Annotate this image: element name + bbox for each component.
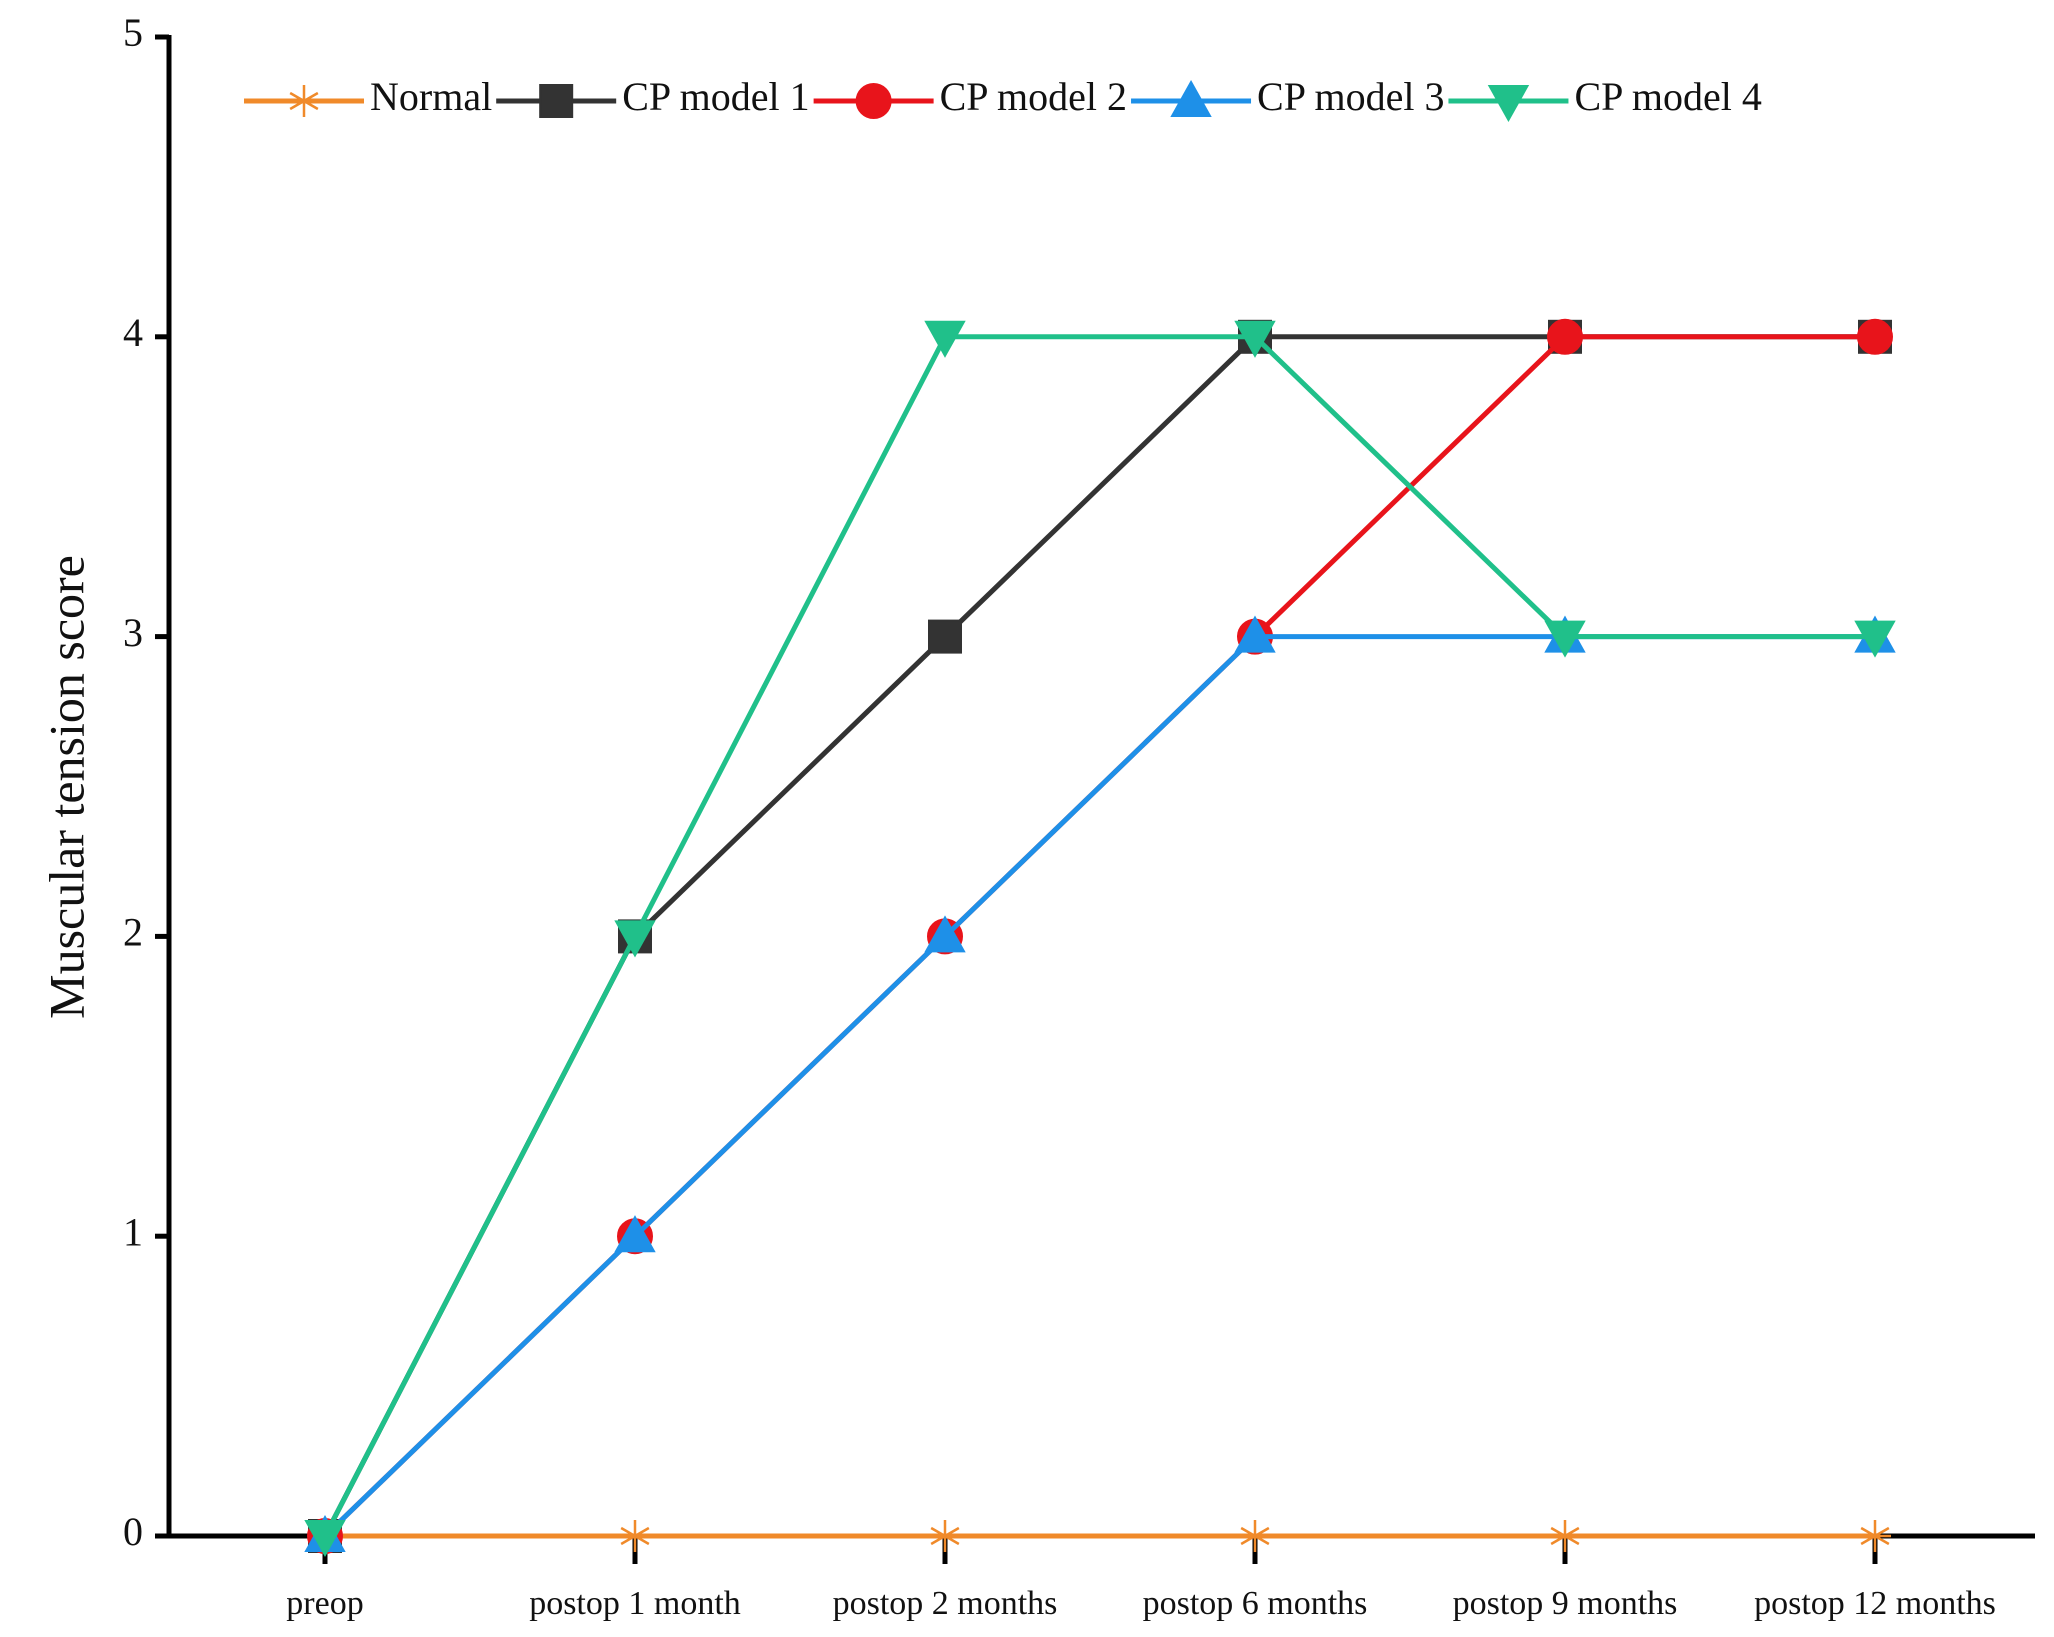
data-point <box>924 320 966 358</box>
series-line <box>322 334 1875 1538</box>
x-tick-label: preop <box>286 1585 363 1622</box>
legend-label: CP model 1 <box>622 74 809 119</box>
legend-marker <box>1487 85 1530 123</box>
x-tick-label: postop 6 months <box>1143 1585 1368 1622</box>
y-axis-label: Muscular tension score <box>38 555 94 1019</box>
legend-marker <box>539 84 574 118</box>
x-tick-label: postop 1 month <box>529 1585 741 1622</box>
legend-marker <box>1170 79 1212 117</box>
data-point <box>304 1520 346 1558</box>
data-point <box>614 1215 656 1253</box>
data-point <box>1857 318 1893 355</box>
legend-label: Normal <box>370 74 492 119</box>
y-tick-label: 3 <box>123 610 143 655</box>
data-point <box>928 619 962 654</box>
y-tick-label: 5 <box>123 10 143 55</box>
data-point <box>619 1520 651 1552</box>
y-tick-label: 2 <box>123 910 143 955</box>
x-tick-label: postop 9 months <box>1453 1585 1678 1622</box>
legend-label: CP model 4 <box>1574 74 1761 119</box>
series-line <box>323 334 1875 1538</box>
legend-label: CP model 3 <box>1257 74 1444 119</box>
data-point <box>929 1520 961 1552</box>
data-point <box>1234 320 1276 358</box>
y-tick-label: 4 <box>123 310 143 355</box>
data-point <box>1544 620 1586 658</box>
data-point <box>614 920 656 958</box>
legend-marker <box>855 83 892 119</box>
legend-label: CP model 2 <box>940 74 1127 119</box>
data-point <box>1854 620 1896 658</box>
x-tick-label: postop 12 months <box>1754 1585 1996 1622</box>
legend-marker <box>288 85 320 117</box>
y-tick-label: 0 <box>123 1509 143 1554</box>
data-point <box>924 915 966 953</box>
data-point <box>1547 318 1583 355</box>
data-point <box>1549 1520 1581 1552</box>
data-point <box>1859 1520 1891 1552</box>
data-point <box>1239 1520 1271 1552</box>
series-line <box>322 334 1875 1538</box>
x-tick-label: postop 2 months <box>833 1585 1058 1622</box>
y-tick-label: 1 <box>123 1209 143 1254</box>
data-point <box>1234 615 1276 653</box>
